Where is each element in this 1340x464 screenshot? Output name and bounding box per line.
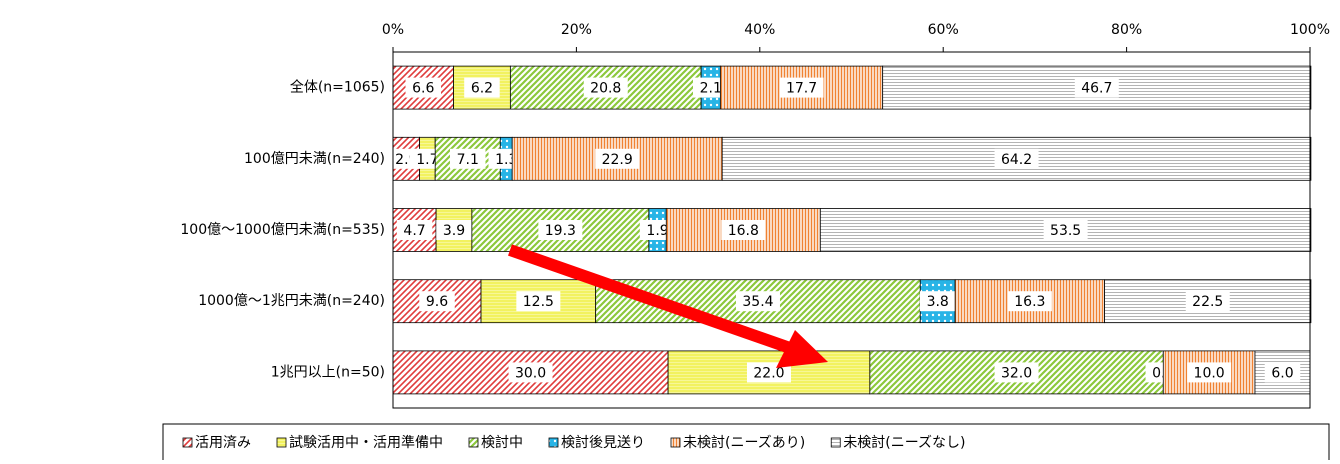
label-bg xyxy=(735,291,780,312)
data-label: 20.8 xyxy=(590,81,621,97)
label-bg xyxy=(1264,362,1301,383)
data-label: 64.2 xyxy=(1001,152,1032,168)
x-tick-label: 40% xyxy=(744,22,775,38)
annotation-arrow xyxy=(508,244,828,368)
legend-swatch xyxy=(468,437,479,448)
legend-label: 試験活用中・活用準備中 xyxy=(289,435,443,451)
x-tick-label: 80% xyxy=(1111,22,1142,38)
data-label: 16.3 xyxy=(1014,294,1045,310)
legend-swatch xyxy=(830,437,841,448)
x-tick-label: 100% xyxy=(1290,22,1330,38)
data-label: 6.6 xyxy=(412,81,434,97)
category-label: 1000億～1兆円未満(n=240) xyxy=(198,293,385,309)
data-label: 10.0 xyxy=(1194,365,1225,381)
category-label: 100億～1000億円未満(n=535) xyxy=(180,222,385,238)
data-label: 17.7 xyxy=(786,81,817,97)
legend-label: 未検討(ニーズあり) xyxy=(683,435,805,451)
legend-label: 検討中 xyxy=(481,435,523,451)
label-bg xyxy=(1007,291,1052,312)
category-label: 1兆円以上(n=50) xyxy=(271,364,385,380)
category-label: 全体(n=1065) xyxy=(290,79,385,96)
label-bg xyxy=(436,220,472,240)
label-bg xyxy=(1074,77,1119,98)
label-bg xyxy=(1185,291,1230,312)
label-bg xyxy=(419,291,455,312)
legend-swatch xyxy=(548,437,559,448)
label-bg xyxy=(779,77,824,98)
label-bg xyxy=(919,291,956,312)
data-label: 3.8 xyxy=(927,294,949,310)
data-label: 4.7 xyxy=(403,223,425,239)
plot-border xyxy=(392,51,1311,409)
legend-box xyxy=(162,423,1330,464)
data-label: 32.0 xyxy=(1001,365,1032,381)
x-tick-label: 20% xyxy=(561,22,592,38)
label-bg xyxy=(1043,220,1088,240)
data-label: 9.6 xyxy=(426,294,448,310)
data-label: 3.9 xyxy=(443,223,465,239)
label-bg xyxy=(464,77,500,98)
data-label: 53.5 xyxy=(1050,223,1081,239)
label-bg xyxy=(449,148,486,169)
x-tick-label: 0% xyxy=(382,22,404,38)
data-label: 22.5 xyxy=(1192,294,1223,310)
data-label: 16.8 xyxy=(728,223,759,239)
data-label: 6.2 xyxy=(471,81,493,97)
plot: 6.6 6.2 20.8 2.1 17.7 46.72.91.7 7.1 1.3 22.9 64.… xyxy=(388,65,1312,395)
data-label: 22.0 xyxy=(753,365,784,381)
label-bg xyxy=(595,148,640,169)
data-label: 35.4 xyxy=(742,294,773,310)
legend-label: 活用済み xyxy=(195,435,251,451)
legend-swatch xyxy=(182,437,193,448)
data-label: 12.5 xyxy=(523,294,554,310)
label-bg xyxy=(994,148,1039,169)
label-bg xyxy=(692,77,729,98)
label-bg xyxy=(721,220,766,240)
category-label: 100億円未満(n=240) xyxy=(244,151,385,167)
label-bg xyxy=(1187,362,1232,383)
data-label: 22.9 xyxy=(602,152,633,168)
legend-label: 検討後見送り xyxy=(561,435,645,451)
legend-label: 未検討(ニーズなし) xyxy=(843,435,965,451)
data-label: 6.0 xyxy=(1271,365,1293,381)
label-bg xyxy=(516,291,561,312)
label-bg xyxy=(583,77,628,98)
legend-swatch xyxy=(276,437,287,448)
label-bg xyxy=(508,362,553,383)
label-bg xyxy=(396,220,433,240)
bar-segment xyxy=(882,65,1312,110)
legend-swatch xyxy=(670,437,681,448)
label-bg xyxy=(538,220,583,240)
bar-segment xyxy=(480,279,597,324)
data-label: 2.1 xyxy=(700,81,722,97)
data-label: 7.1 xyxy=(457,152,479,168)
x-tick-label: 60% xyxy=(928,22,959,38)
label-bg xyxy=(405,77,442,98)
data-label: 30.0 xyxy=(515,365,546,381)
label-bg xyxy=(994,362,1039,383)
data-label: 1.9 xyxy=(646,223,668,239)
data-label: 1.7 xyxy=(416,152,438,168)
data-label: 46.7 xyxy=(1081,81,1112,97)
data-label: 19.3 xyxy=(545,223,576,239)
